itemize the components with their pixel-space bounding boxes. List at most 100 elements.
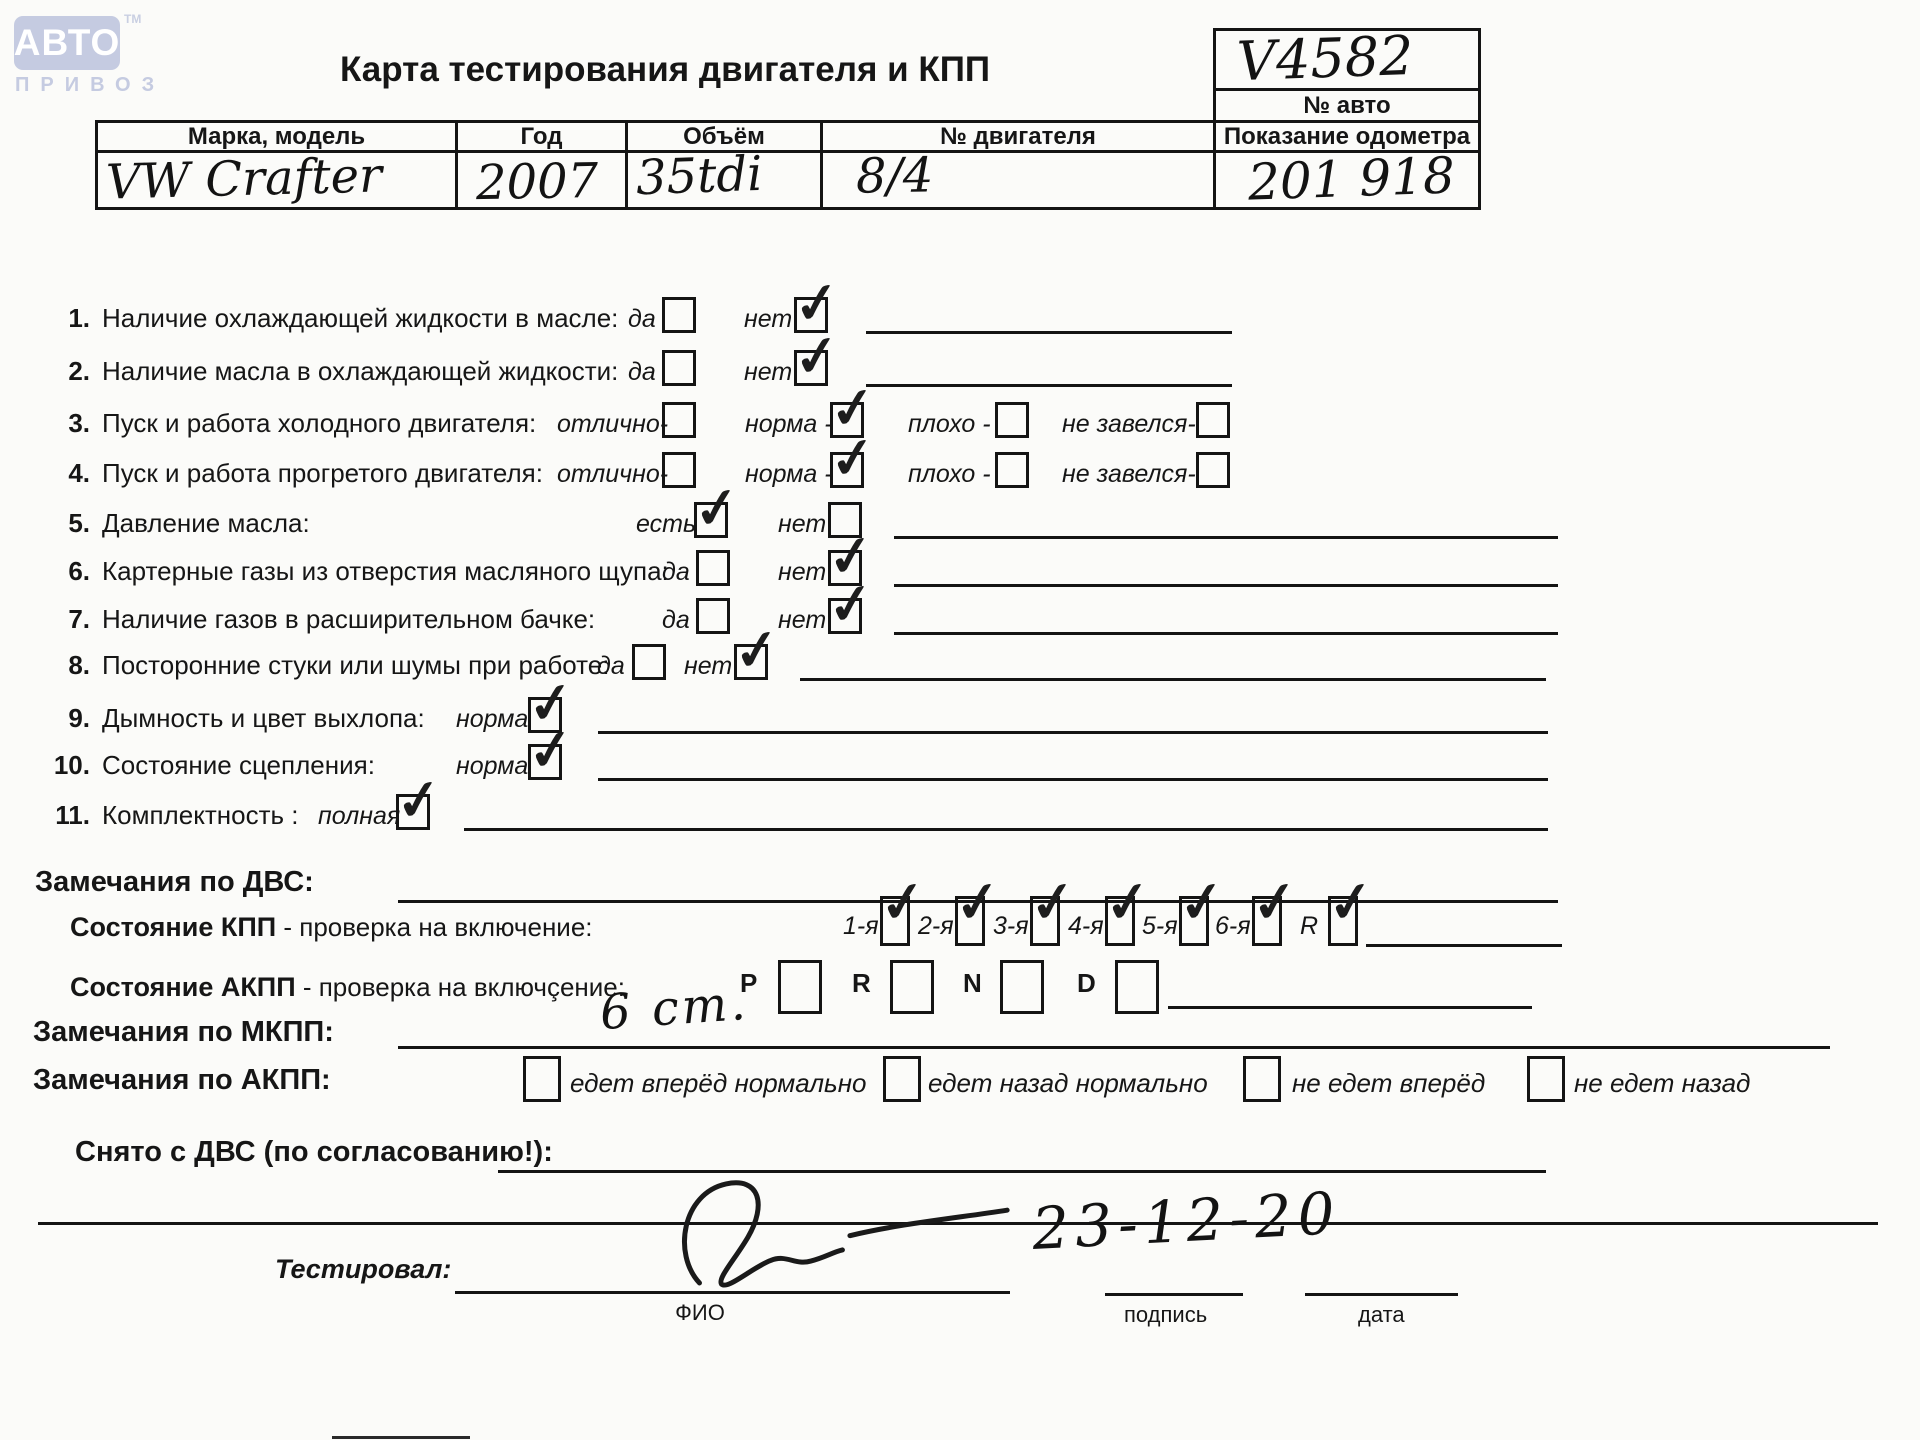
checkbox-da[interactable] [662, 350, 696, 386]
checkbox-da[interactable] [662, 297, 696, 333]
checkbox-position-r[interactable] [890, 960, 934, 1014]
checkbox-da[interactable] [696, 598, 730, 634]
option-label-norma: норма [456, 752, 529, 780]
position-label-d: D [1077, 968, 1096, 998]
header-year: Год [455, 120, 628, 153]
checkbox-gear-1[interactable] [880, 896, 910, 946]
checkbox-position-p[interactable] [778, 960, 822, 1014]
gear-label-2: 2-я [918, 912, 954, 940]
item-number: 6. [68, 556, 90, 586]
cell-odometer[interactable] [1213, 150, 1481, 210]
date-handwriting: 23-12-20 [1030, 1178, 1343, 1264]
fio-line [455, 1291, 1010, 1294]
option-label-norma: норма - [745, 460, 833, 488]
item-label: Состояние сцепления: [102, 750, 375, 780]
checklist-item-4: 4. Пуск и работа прогретого двигателя: о… [0, 452, 1920, 504]
gear-label-4: 4-я [1068, 912, 1104, 940]
checkbox-da[interactable] [632, 644, 666, 680]
item-label: Пуск и работа прогретого двигателя: [102, 458, 543, 488]
page-title: Карта тестирования двигателя и КПП [340, 50, 991, 89]
checkbox-no-forward[interactable] [1243, 1056, 1281, 1102]
position-label-r: R [852, 968, 871, 998]
checkbox-gear-r[interactable] [1328, 896, 1358, 946]
odometer-handwriting: 201 918 [1247, 146, 1456, 212]
option-label-da: да [662, 606, 690, 634]
checkbox-da[interactable] [696, 550, 730, 586]
notes-line [598, 731, 1548, 734]
option-backward-ok: едет назад нормально [928, 1068, 1208, 1098]
kpp-row-label-rest: - проверка на включение: [276, 912, 593, 942]
option-label-polnaya: полная [318, 802, 401, 830]
option-label-da: да [628, 358, 656, 386]
checklist-item-8: 8. Посторонние стуки или шумы при работе… [0, 644, 1920, 696]
checklist-item-7: 7. Наличие газов в расширительном бачке:… [0, 598, 1920, 650]
engine-number-handwriting: 8/4 [855, 147, 934, 205]
scan-artifact [332, 1436, 470, 1439]
checkbox-backward-ok[interactable] [883, 1056, 921, 1102]
header-make: Марка, модель [95, 120, 458, 153]
checkbox-norma[interactable] [830, 452, 864, 488]
option-label-ne-zavelsya: не завелся- [1062, 410, 1196, 438]
auto-number-label: № авто [1303, 92, 1391, 119]
option-label-ploho: плохо - [908, 460, 991, 488]
year-handwriting: 2007 [475, 152, 599, 212]
logo-avto-square: АВТО [14, 16, 120, 70]
mkpp-notes-line [398, 1046, 1830, 1049]
checkbox-otlichno[interactable] [662, 452, 696, 488]
removed-label: Снято с ДВС (по согласованию!): [75, 1136, 553, 1168]
checkbox-position-n[interactable] [1000, 960, 1044, 1014]
checkbox-ne-zavelsya[interactable] [1196, 402, 1230, 438]
checkbox-net[interactable] [794, 350, 828, 386]
item-label: Дымность и цвет выхлопа: [102, 703, 425, 733]
checkbox-ploho[interactable] [995, 402, 1029, 438]
removed-line [498, 1170, 1546, 1173]
option-label-net: нет [778, 606, 827, 634]
gear-label-5: 5-я [1142, 912, 1178, 940]
checkbox-ne-zavelsya[interactable] [1196, 452, 1230, 488]
signature-handwriting [682, 1180, 1010, 1288]
akpp-row-label-rest: - проверка на включçение: [295, 972, 625, 1002]
item-number: 2. [68, 356, 90, 386]
option-no-backward: не едет назад [1574, 1068, 1751, 1098]
option-label-norma: норма [456, 705, 529, 733]
checkbox-gear-4[interactable] [1105, 896, 1135, 946]
checkbox-gear-5[interactable] [1179, 896, 1209, 946]
checkbox-ploho[interactable] [995, 452, 1029, 488]
checkbox-est[interactable] [694, 502, 728, 538]
fio-caption: ФИО [675, 1300, 725, 1325]
item-number: 7. [68, 604, 90, 634]
position-label-p: P [740, 968, 758, 998]
checklist-item-1: 1. Наличие охлаждающей жидкости в масле:… [0, 297, 1920, 349]
checkbox-net[interactable] [828, 598, 862, 634]
kpp-check-row: Состояние КПП - проверка на включение: 1… [0, 896, 1920, 958]
item-label: Пуск и работа холодного двигателя: [102, 408, 537, 438]
footer-top-line [38, 1222, 1878, 1225]
option-label-otlichno: отлично- [557, 410, 669, 438]
checkbox-no-backward[interactable] [1527, 1056, 1565, 1102]
notes-line [598, 778, 1548, 781]
option-label-net: нет [778, 510, 827, 538]
checkbox-polnaya[interactable] [396, 794, 430, 830]
logo-tm-mark: ТМ [124, 12, 142, 26]
checkbox-norma[interactable] [528, 744, 562, 780]
akpp-row-label-bold: Состояние АКПП [70, 972, 296, 1002]
checkbox-gear-2[interactable] [955, 896, 985, 946]
akpp-notes-label: Замечания по АКПП: [33, 1064, 331, 1096]
checkbox-forward-ok[interactable] [523, 1056, 561, 1102]
mkpp-notes-handwriting: 6 ст. [598, 974, 751, 1042]
checkbox-gear-3[interactable] [1030, 896, 1060, 946]
option-label-net: нет [778, 558, 827, 586]
auto-number-divider [1213, 88, 1481, 91]
option-label-da: да [597, 652, 625, 680]
option-label-da: да [628, 305, 656, 333]
checkbox-net[interactable] [734, 644, 768, 680]
notes-line [800, 678, 1546, 681]
item-label: Наличие охлаждающей жидкости в масле: [102, 303, 619, 333]
checkbox-otlichno[interactable] [662, 402, 696, 438]
option-label-net: нет [744, 358, 793, 386]
option-no-forward: не едет вперёд [1292, 1068, 1486, 1098]
checkbox-position-d[interactable] [1115, 960, 1159, 1014]
position-label-n: N [963, 968, 982, 998]
checkbox-gear-6[interactable] [1252, 896, 1282, 946]
option-label-ne-zavelsya: не завелся- [1062, 460, 1196, 488]
